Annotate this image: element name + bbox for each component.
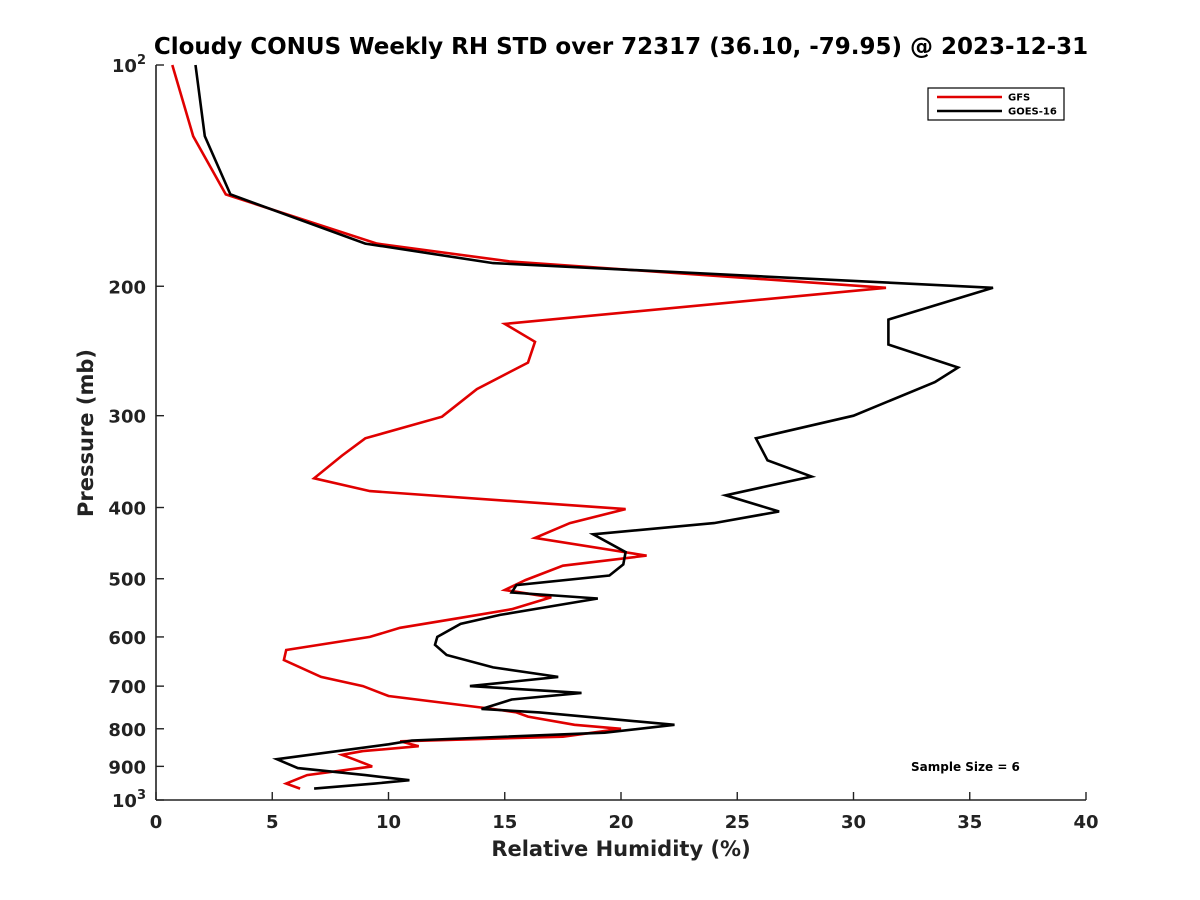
legend-box	[927, 87, 1065, 121]
x-axis-ticks: 0 5 10 15 20 25 30 35 40	[150, 792, 1099, 833]
y-tick-label: 102	[112, 53, 146, 77]
y-tick-label: 700	[108, 677, 146, 698]
x-tick-label: 10	[376, 812, 401, 833]
sample-size-annotation: Sample Size = 6	[911, 760, 1020, 774]
plot-lines	[171, 64, 994, 790]
y-tick-label: 200	[108, 277, 146, 298]
y-tick-label: 300	[108, 407, 146, 428]
y-tick-label: 103	[112, 788, 146, 812]
x-tick-label: 20	[608, 812, 633, 833]
x-tick-label: 30	[841, 812, 866, 833]
x-tick-label: 40	[1073, 812, 1098, 833]
y-axis-label: Pressure (mb)	[74, 349, 98, 517]
x-axis-label: Relative Humidity (%)	[491, 837, 750, 861]
y-tick-base: 10	[112, 791, 137, 812]
series-line-goes16	[194, 64, 994, 790]
chart-title: Cloudy CONUS Weekly RH STD over 72317 (3…	[154, 34, 1088, 60]
x-tick-label: 0	[150, 812, 163, 833]
legend-label-goes16: GOES-16	[1008, 107, 1057, 118]
y-tick-label: 500	[108, 570, 146, 591]
x-tick-label: 25	[725, 812, 750, 833]
legend: GFS GOES-16	[927, 87, 1065, 121]
y-tick-exponent: 2	[137, 53, 146, 68]
y-tick-label: 400	[108, 499, 146, 520]
y-tick-label: 600	[108, 628, 146, 649]
x-tick-label: 5	[266, 812, 279, 833]
y-tick-label: 900	[108, 757, 146, 778]
y-tick-exponent: 3	[137, 788, 146, 803]
x-tick-label: 35	[957, 812, 982, 833]
y-tick-base: 10	[112, 56, 137, 77]
legend-label-gfs: GFS	[1008, 93, 1030, 104]
y-tick-label: 800	[108, 720, 146, 741]
x-tick-label: 15	[492, 812, 517, 833]
series-line-gfs	[171, 64, 887, 790]
